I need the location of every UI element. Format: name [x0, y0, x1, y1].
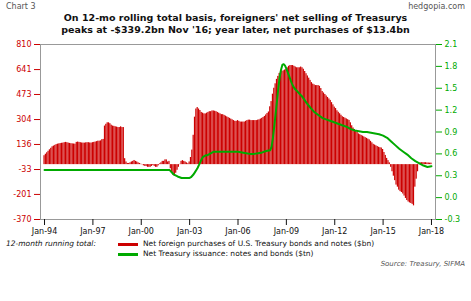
svg-text:Jan-15: Jan-15 [369, 227, 395, 236]
svg-text:0.6: 0.6 [445, 149, 458, 158]
svg-text:Jan-97: Jan-97 [79, 227, 105, 236]
svg-text:Jan-03: Jan-03 [176, 227, 202, 236]
svg-text:-33: -33 [18, 165, 31, 174]
svg-text:0.9: 0.9 [445, 128, 458, 137]
svg-text:Jan-00: Jan-00 [128, 227, 154, 236]
svg-text:Jan-18: Jan-18 [418, 227, 444, 236]
svg-text:-0.3: -0.3 [445, 215, 461, 224]
html-text:Net Treasury issuance: notes a: Net Treasury issuance: notes and bonds (… [143, 249, 314, 258]
html-text:Source: Treasury, SIFMA: Source: Treasury, SIFMA [380, 260, 465, 268]
html-text:peaks at -$339.2bn Nov '16; ye: peaks at -$339.2bn Nov '16; year later, … [61, 24, 410, 35]
svg-text:-201: -201 [13, 190, 31, 199]
svg-text:Jan-12: Jan-12 [321, 227, 347, 236]
svg-text:Jan-06: Jan-06 [224, 227, 250, 236]
svg-text:0.3: 0.3 [445, 171, 458, 180]
svg-text:1.5: 1.5 [445, 84, 458, 93]
svg-text:Jan-09: Jan-09 [273, 227, 299, 236]
svg-text:304: 304 [16, 115, 31, 124]
svg-text:Jan-94: Jan-94 [31, 227, 57, 236]
svg-text:136: 136 [16, 140, 31, 149]
svg-text:641: 641 [16, 65, 31, 74]
svg-text:-370: -370 [13, 215, 31, 224]
html-text:Chart 3: Chart 3 [6, 2, 36, 11]
svg-text:0.0: 0.0 [445, 193, 458, 202]
html-text:On 12-mo rolling total basis,: On 12-mo rolling total basis, foreigners… [63, 12, 408, 23]
svg-text:810: 810 [16, 40, 31, 49]
svg-text:1.8: 1.8 [445, 62, 458, 71]
html-text:hedgopia.com: hedgopia.com [408, 2, 465, 11]
html-text:12-month running total:: 12-month running total: [6, 239, 96, 248]
svg-text:473: 473 [16, 90, 31, 99]
svg-text:1.2: 1.2 [445, 106, 458, 115]
svg-text:2.1: 2.1 [445, 40, 458, 49]
html-text:Net foreign purchases of U.S.: Net foreign purchases of U.S. Treasury b… [143, 239, 375, 248]
